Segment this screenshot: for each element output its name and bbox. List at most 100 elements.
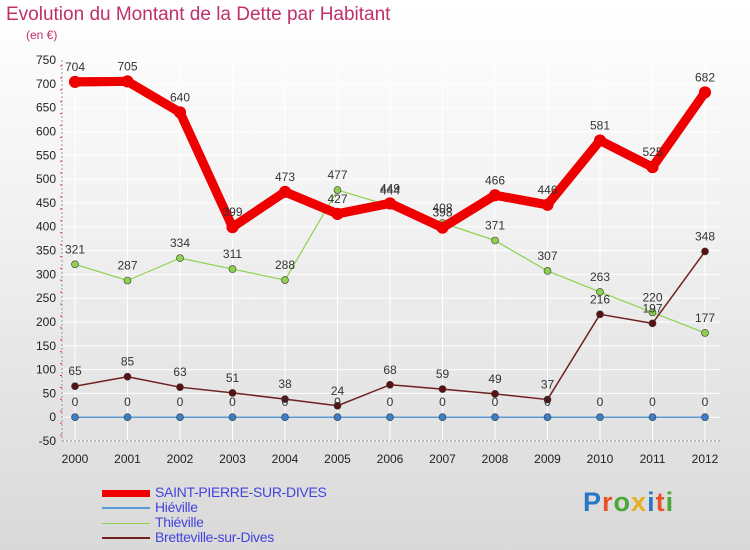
data-point-1 [543,413,552,421]
y-tick-label: 650 [36,101,56,115]
data-label-1: 0 [229,395,236,409]
data-point-1 [596,413,604,421]
x-tick-label: 2008 [482,452,509,466]
data-point-3 [281,395,289,403]
data-label-2: 408 [432,201,452,215]
data-label-1: 0 [492,395,499,409]
data-point-3 [491,390,499,398]
data-point-main [384,197,396,210]
data-point-2 [491,236,499,245]
data-label-0: 682 [695,70,715,84]
data-point-main [699,86,711,99]
y-tick-label: 200 [36,315,56,329]
data-label-0: 473 [275,170,295,184]
data-point-main [646,161,659,174]
data-point-1 [71,413,79,421]
y-tick-label: 150 [36,339,56,353]
data-point-1 [228,413,237,421]
data-point-3 [596,310,604,319]
legend-swatch-thieville [102,522,150,524]
data-point-2 [281,276,289,284]
data-label-0: 449 [380,181,400,195]
logo-letter: i [665,487,675,517]
data-label-2: 311 [223,247,242,261]
y-tick-label: 400 [36,220,56,234]
data-label-2: 307 [537,249,557,263]
data-label-1: 0 [282,395,289,409]
data-label-2: 220 [642,290,662,304]
data-label-3: 216 [590,292,610,306]
y-tick-label: 0 [49,410,56,424]
y-tick-label: 250 [36,291,56,305]
y-tick-label: 450 [36,196,56,210]
data-point-2 [596,288,604,296]
y-tick-label: 600 [36,124,56,138]
data-label-3: 348 [695,229,715,243]
data-point-2 [176,254,184,262]
x-tick-label: 2009 [534,452,561,466]
data-label-2: 477 [327,168,347,182]
data-point-3 [386,381,394,389]
legend-swatch-saint-pierre [102,489,150,497]
data-label-2: 444 [380,184,400,198]
data-point-3 [71,382,79,391]
data-point-main [331,207,344,220]
data-point-3 [438,385,447,393]
data-point-main [594,134,606,147]
logo-letter: o [613,487,632,517]
data-point-1 [176,413,184,421]
logo-letter: x [631,487,648,517]
data-point-main [541,198,554,211]
data-label-3: 38 [278,377,292,391]
data-label-0: 704 [65,60,85,74]
data-point-2 [71,260,79,269]
data-label-0: 466 [485,173,505,187]
data-label-2: 334 [170,236,190,250]
data-point-3 [123,372,132,381]
data-point-2 [648,308,657,317]
data-point-1 [333,413,342,421]
data-point-2 [543,267,552,275]
data-label-1: 0 [597,395,604,409]
data-label-0: 399 [222,205,242,219]
data-label-3: 65 [68,364,82,378]
legend-label-saint-pierre: SAINT-PIERRE-SUR-DIVES [155,484,327,500]
data-point-1 [701,413,709,421]
logo-letter: t [655,487,666,517]
data-label-3: 24 [331,384,345,398]
data-point-1 [281,413,289,421]
data-point-2 [228,265,237,273]
x-tick-label: 2000 [62,452,89,466]
data-point-3 [701,247,709,256]
x-tick-label: 2003 [219,452,246,466]
data-label-3: 49 [488,372,502,386]
legend-swatch-bretteville [102,537,150,539]
logo-letter: i [647,487,656,517]
x-tick-label: 2010 [587,452,614,466]
y-tick-label: 300 [36,267,56,281]
data-label-1: 0 [439,395,446,409]
data-label-0: 525 [642,145,662,159]
data-label-3: 59 [436,367,450,381]
x-tick-label: 2006 [377,452,404,466]
data-point-1 [648,413,657,421]
data-label-3: 197 [642,301,662,315]
x-tick-label: 2001 [114,452,141,466]
data-point-1 [386,413,394,421]
data-label-2: 288 [275,258,295,272]
data-point-3 [333,401,342,410]
data-label-2: 177 [695,311,715,325]
logo-letter: P [583,487,603,517]
x-tick-label: 2004 [272,452,299,466]
data-label-1: 0 [72,395,79,409]
data-point-main [174,106,186,119]
data-label-1: 0 [124,395,131,409]
data-point-3 [648,319,657,328]
legend-label-thieville: Thiéville [155,514,204,530]
y-tick-label: 550 [36,148,56,162]
data-label-0: 446 [537,183,557,197]
data-label-3: 68 [383,363,397,377]
x-tick-label: 2002 [167,452,194,466]
